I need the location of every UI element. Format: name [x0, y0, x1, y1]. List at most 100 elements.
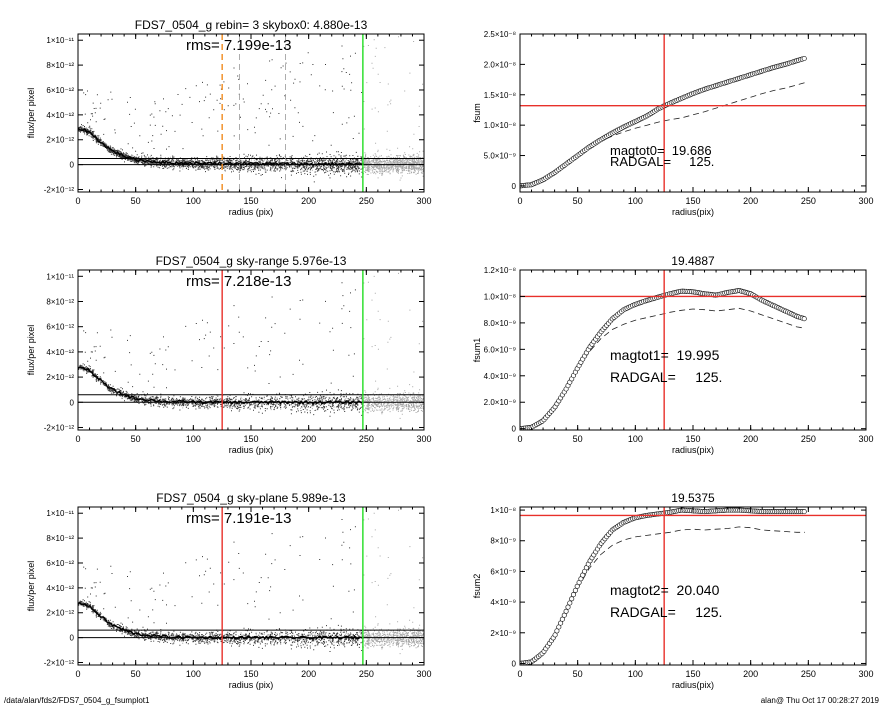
flux-bottom-xtick-label: 250	[359, 669, 374, 679]
footer-timestamp: alan@ Thu Oct 17 00:28:27 2019	[760, 696, 879, 705]
flux-top-plot-area	[78, 34, 424, 192]
flux-bottom-ytick-label: 8×10⁻¹²	[46, 534, 74, 543]
fsum-top-panel: 0 50 100 150 200 250 300 0 5.0×10⁻⁹ 1.0×10⁻⁸ 1.5×1…	[472, 30, 874, 217]
flux-top-ytick-label: 4×10⁻¹²	[46, 111, 74, 120]
flux-top-ytick-label: 2×10⁻¹²	[46, 136, 74, 145]
flux-bottom-rms-annotation: rms= 7.191e-13	[186, 510, 291, 527]
flux-top-profile-line	[78, 127, 362, 167]
flux-mid-ytick-label: 0	[70, 398, 75, 407]
flux-bottom-ylabel: flux/per pixel	[26, 561, 36, 612]
flux-top-frame	[77, 33, 425, 193]
fsum-top-xtick-label: 300	[858, 196, 873, 206]
fsum-top-plot-area	[520, 34, 866, 192]
flux-mid-ytick-label: -2×10⁻¹²	[44, 423, 75, 432]
flux-mid-ytick-label: 4×10⁻¹²	[46, 348, 74, 357]
flux-mid-profile-line	[78, 366, 363, 405]
fsum-bottom-ytick-label: 6×10⁻⁹	[490, 567, 516, 576]
fsum-bottom-annotation-1: RADGAL= 125.	[610, 604, 722, 620]
fsum-bottom-ytick-label: 8×10⁻⁹	[490, 537, 516, 546]
flux-bottom-xlabel: radius (pix)	[229, 680, 274, 690]
flux-bottom-pixel-scatter	[78, 507, 424, 655]
flux-mid-xtick-label: 200	[301, 434, 316, 444]
fsum-mid-xtick-label: 50	[573, 434, 583, 444]
fsum-bottom-ytick-label: 4×10⁻⁹	[490, 598, 516, 607]
flux-bottom-xtick-label: 50	[131, 669, 141, 679]
fsum-bottom-ytick-label: 2×10⁻⁹	[490, 629, 516, 638]
flux-mid-ylabel: flux/per pixel	[26, 325, 36, 376]
fsum-top-xlabel: radius(pix)	[672, 207, 714, 217]
flux-mid-ytick-label: 6×10⁻¹²	[46, 323, 74, 332]
fsum-bottom-xtick-label: 0	[517, 669, 522, 679]
flux-bottom-panel: 0 50 100 150 200 250 300-2×10⁻¹²02×10⁻¹²4×10⁻¹…	[26, 491, 432, 690]
fsum-mid-xtick-label: 100	[628, 434, 643, 444]
fsum-mid-ytick-label: 1.0×10⁻⁸	[484, 292, 516, 301]
flux-top-ytick-label: 1×10⁻¹¹	[46, 36, 74, 45]
flux-top-xtick-label: 100	[186, 196, 201, 206]
flux-bottom-profile-line	[78, 601, 362, 641]
flux-mid-pixel-scatter	[78, 270, 424, 419]
fsum-bottom-xlabel: radius(pix)	[672, 680, 714, 690]
flux-mid-xtick-label: 50	[131, 434, 141, 444]
flux-bottom-xtick-label: 300	[416, 669, 431, 679]
fsum-mid-panel: 0 50 100 150 200 250 300 0 2.0×10⁻⁹ 4.0×10⁻⁹ 6.0×1…	[472, 254, 874, 455]
flux-mid-ytick-label: 8×10⁻¹²	[46, 297, 74, 306]
fsum-bottom-ytick-label: 1×10⁻⁸	[490, 506, 516, 515]
flux-top-xtick-label: 150	[243, 196, 258, 206]
flux-mid-xtick-label: 100	[186, 434, 201, 444]
flux-bottom-xtick-label: 150	[243, 669, 258, 679]
fsum-top-annotation-1: RADGAL= 125.	[610, 154, 714, 169]
fsum-bottom-annotation-0: magtot2= 20.040	[610, 582, 720, 598]
flux-top-ytick-label: -2×10⁻¹²	[44, 186, 75, 195]
fsum-mid-xtick-label: 300	[858, 434, 873, 444]
fsum-top-xtick-label: 100	[628, 196, 643, 206]
fsum-mid-ytick-label: 1.2×10⁻⁸	[484, 266, 516, 275]
flux-top-ytick-label: 6×10⁻¹²	[46, 86, 74, 95]
fsum-bottom-ylabel: fsum2	[472, 574, 482, 599]
flux-bottom-xtick-label: 100	[186, 669, 201, 679]
flux-bottom-ytick-label: 4×10⁻¹²	[46, 584, 74, 593]
fsum-mid-annotation-0: magtot1= 19.995	[610, 347, 720, 363]
flux-top-xtick-label: 300	[416, 196, 431, 206]
flux-mid-title: FDS7_0504_g sky-range 5.976e-13	[156, 254, 347, 268]
flux-top-ytick-label: 8×10⁻¹²	[46, 61, 74, 70]
fsum-top-ytick-label: 2.5×10⁻⁸	[484, 30, 516, 39]
flux-bottom-ytick-label: 6×10⁻¹²	[46, 559, 74, 568]
flux-bottom-ytick-label: 1×10⁻¹¹	[46, 509, 74, 518]
flux-bottom-xtick-label: 0	[75, 669, 80, 679]
fsum-bottom-ytick-label: 0	[512, 659, 517, 668]
fsum-top-xtick-label: 150	[685, 196, 700, 206]
flux-mid-xtick-label: 0	[75, 434, 80, 444]
fsum-mid-xlabel: radius(pix)	[672, 445, 714, 455]
flux-bottom-ytick-label: 0	[70, 634, 75, 643]
fsum-top-xtick-label: 50	[573, 196, 583, 206]
fsum-mid-ytick-label: 2.0×10⁻⁹	[484, 398, 516, 407]
flux-mid-plot-area	[78, 270, 424, 430]
flux-bottom-ytick-label: 2×10⁻¹²	[46, 609, 74, 618]
fsum-mid-xtick-label: 150	[685, 434, 700, 444]
flux-top-rms-annotation: rms= 7.199e-13	[186, 37, 291, 54]
fsum-bottom-xtick-label: 250	[801, 669, 816, 679]
fsum-top-ytick-label: 5.0×10⁻⁹	[484, 152, 516, 161]
flux-bottom-xtick-label: 200	[301, 669, 316, 679]
flux-mid-xlabel: radius (pix)	[229, 445, 274, 455]
fsum-top-xtick-label: 250	[801, 196, 816, 206]
flux-bottom-ytick-label: -2×10⁻¹²	[44, 659, 75, 668]
flux-mid-xtick-label: 250	[359, 434, 374, 444]
flux-top-title: FDS7_0504_g rebin= 3 skybox0: 4.880e-13	[135, 18, 368, 32]
fsum-top-ylabel: fsum	[472, 103, 482, 123]
fsum-top-ytick-label: 0	[512, 182, 517, 191]
flux-mid-rms-annotation: rms= 7.218e-13	[186, 273, 291, 290]
flux-top-ytick-label: 0	[70, 161, 75, 170]
fsum-top-growth-markers	[520, 55, 807, 189]
flux-mid-ytick-label: 2×10⁻¹²	[46, 373, 74, 382]
flux-top-xtick-label: 200	[301, 196, 316, 206]
flux-mid-ytick-label: 1×10⁻¹¹	[46, 272, 74, 281]
flux-top-xtick-label: 50	[131, 196, 141, 206]
fsum-bottom-plot-area	[520, 507, 866, 665]
fsum-bottom-xtick-label: 150	[685, 669, 700, 679]
fsum-bottom-xtick-label: 100	[628, 669, 643, 679]
fsum-mid-ylabel: fsum1	[472, 338, 482, 363]
fsum-mid-ytick-label: 0	[512, 425, 517, 434]
flux-top-xlabel: radius (pix)	[229, 207, 274, 217]
